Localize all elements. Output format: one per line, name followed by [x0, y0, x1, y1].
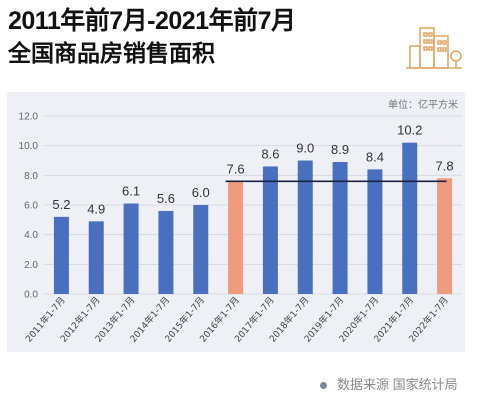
- bar: [88, 221, 104, 294]
- chart-title-line-2: 全国商品房销售面积: [8, 40, 215, 66]
- bar: [332, 161, 348, 294]
- data-label: 8.4: [366, 149, 384, 164]
- buildings-icon: [404, 22, 466, 74]
- data-label: 9.0: [296, 141, 314, 156]
- bar: [193, 205, 209, 294]
- bar: [367, 169, 383, 294]
- data-label: 6.0: [192, 185, 210, 200]
- y-tick-label: 12.0: [19, 112, 39, 123]
- unit-label: 单位：亿平方米: [388, 100, 458, 111]
- data-label: 5.6: [157, 191, 175, 206]
- bar: [262, 166, 278, 294]
- y-tick-label: 6.0: [24, 201, 38, 212]
- source-text: 数据来源 国家统计局: [337, 377, 458, 392]
- bar: [228, 181, 244, 294]
- y-tick-label: 2.0: [24, 260, 38, 271]
- data-label: 7.8: [436, 158, 454, 173]
- data-label: 8.6: [261, 146, 279, 161]
- data-label: 5.2: [52, 197, 70, 212]
- data-label: 8.9: [331, 142, 349, 157]
- data-label: 6.1: [122, 184, 140, 199]
- bar: [297, 160, 313, 294]
- bar: [437, 178, 453, 294]
- data-label: 4.9: [87, 201, 105, 216]
- title-block: 2011年前7月-2021年前7月 全国商品房销售面积: [8, 6, 296, 68]
- data-label: 10.2: [397, 123, 422, 138]
- bullet-icon: [320, 382, 327, 390]
- bar: [123, 203, 139, 294]
- bar: [53, 216, 69, 294]
- y-tick-label: 4.0: [24, 230, 38, 241]
- bar: [402, 142, 418, 294]
- bar: [158, 210, 174, 294]
- y-tick-label: 10.0: [19, 141, 39, 152]
- chart-title-line-1: 2011年前7月-2021年前7月: [8, 7, 296, 35]
- y-tick-label: 0.0: [24, 290, 38, 301]
- data-label: 7.6: [227, 161, 245, 176]
- source-footer: 数据来源 国家统计局: [320, 374, 458, 393]
- y-tick-label: 8.0: [24, 171, 38, 182]
